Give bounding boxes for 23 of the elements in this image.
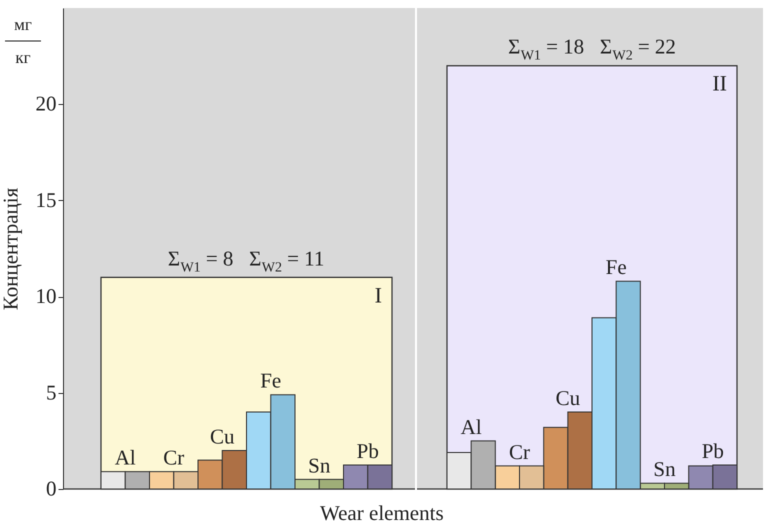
x-tick-label: Al: [114, 446, 136, 470]
band-label: I: [374, 282, 382, 308]
x-tick-label: Pb: [356, 438, 379, 463]
x-tick-label: Fe: [606, 255, 627, 280]
x-tick-label: Cr: [509, 440, 530, 464]
y-axis-title: Концентрація: [0, 187, 22, 310]
text: кг: [15, 48, 31, 67]
x-tick-label: Pb: [702, 438, 724, 463]
band-label: II: [712, 70, 727, 96]
x-tick-label: Sn: [653, 457, 676, 482]
text: мг: [14, 15, 32, 34]
x-tick-label: Sn: [308, 453, 331, 478]
x-tick-label: Al: [460, 414, 482, 439]
x-tick-label: Cu: [210, 424, 235, 449]
x-tick-label: Cr: [163, 446, 184, 470]
x-axis-title: Wear elements: [320, 501, 444, 525]
y-tick-label: 15: [36, 188, 56, 212]
y-tick-label: 10: [36, 284, 56, 308]
y-tick-label: 0: [46, 476, 56, 500]
y-tick-label: 5: [46, 380, 56, 404]
y-tick-label: 20: [36, 92, 56, 116]
x-tick-label: Cu: [556, 386, 581, 410]
x-tick-label: Fe: [260, 368, 282, 393]
